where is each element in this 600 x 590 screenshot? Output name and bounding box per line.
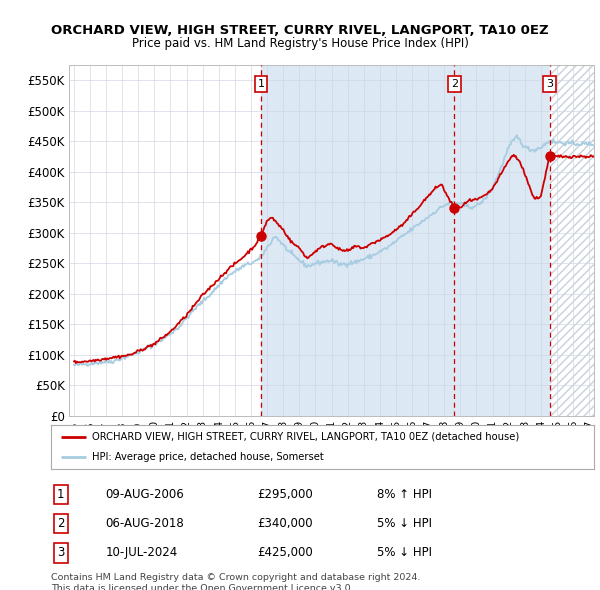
Text: £295,000: £295,000 xyxy=(257,488,313,501)
Text: Price paid vs. HM Land Registry's House Price Index (HPI): Price paid vs. HM Land Registry's House … xyxy=(131,37,469,50)
Text: 2: 2 xyxy=(57,517,65,530)
Text: 1: 1 xyxy=(257,79,265,89)
Text: 2: 2 xyxy=(451,79,458,89)
Text: 3: 3 xyxy=(57,546,64,559)
Bar xyxy=(550,65,594,416)
Text: 09-AUG-2006: 09-AUG-2006 xyxy=(106,488,184,501)
Text: Contains HM Land Registry data © Crown copyright and database right 2024.
This d: Contains HM Land Registry data © Crown c… xyxy=(51,573,421,590)
Text: 8% ↑ HPI: 8% ↑ HPI xyxy=(377,488,432,501)
Text: 10-JUL-2024: 10-JUL-2024 xyxy=(106,546,178,559)
Text: 06-AUG-2018: 06-AUG-2018 xyxy=(106,517,184,530)
Bar xyxy=(261,65,550,416)
Bar xyxy=(550,65,594,416)
Text: ORCHARD VIEW, HIGH STREET, CURRY RIVEL, LANGPORT, TA10 0EZ (detached house): ORCHARD VIEW, HIGH STREET, CURRY RIVEL, … xyxy=(92,432,519,442)
Text: HPI: Average price, detached house, Somerset: HPI: Average price, detached house, Some… xyxy=(92,452,323,462)
Text: 1: 1 xyxy=(57,488,65,501)
Text: ORCHARD VIEW, HIGH STREET, CURRY RIVEL, LANGPORT, TA10 0EZ: ORCHARD VIEW, HIGH STREET, CURRY RIVEL, … xyxy=(51,24,549,37)
Text: £340,000: £340,000 xyxy=(257,517,313,530)
Text: 3: 3 xyxy=(546,79,553,89)
Text: 5% ↓ HPI: 5% ↓ HPI xyxy=(377,546,432,559)
Text: £425,000: £425,000 xyxy=(257,546,313,559)
Text: 5% ↓ HPI: 5% ↓ HPI xyxy=(377,517,432,530)
